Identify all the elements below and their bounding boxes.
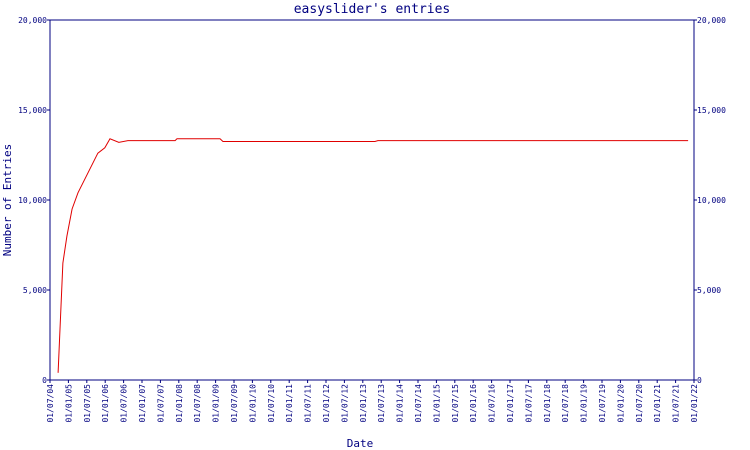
y2-tick-label: 15,000 <box>697 106 726 115</box>
x-tick-label: 01/01/15 <box>432 384 441 423</box>
x-tick-label: 01/07/15 <box>451 384 460 423</box>
x-tick-label: 01/01/06 <box>101 384 110 423</box>
y2-tick-label: 0 <box>697 376 702 385</box>
x-tick-label: 01/01/13 <box>359 384 368 423</box>
x-tick-label: 01/01/12 <box>322 384 331 423</box>
x-tick-label: 01/07/11 <box>304 384 313 423</box>
x-tick-label: 01/01/21 <box>653 384 662 423</box>
x-tick-label: 01/07/21 <box>672 384 681 423</box>
x-tick-label: 01/01/14 <box>396 384 405 423</box>
y-tick-label: 20,000 <box>18 16 47 25</box>
x-tick-label: 01/07/09 <box>230 384 239 423</box>
x-axis-label: Date <box>347 437 374 450</box>
y2-tick-label: 10,000 <box>697 196 726 205</box>
y-tick-label: 0 <box>42 376 47 385</box>
x-tick-label: 01/07/14 <box>414 384 423 423</box>
x-tick-label: 01/07/17 <box>524 384 533 423</box>
x-tick-label: 01/01/09 <box>212 384 221 423</box>
x-tick-label: 01/01/16 <box>469 384 478 423</box>
x-tick-label: 01/07/12 <box>340 384 349 423</box>
x-tick-label: 01/01/11 <box>285 384 294 423</box>
x-tick-label: 01/01/08 <box>175 384 184 423</box>
y-tick-label: 15,000 <box>18 106 47 115</box>
y-tick-label: 10,000 <box>18 196 47 205</box>
data-line <box>57 138 689 373</box>
x-tick-label: 01/01/17 <box>506 384 515 423</box>
y2-tick-label: 5,000 <box>697 286 721 295</box>
x-tick-label: 01/01/22 <box>690 384 699 423</box>
plot-frame <box>49 19 695 381</box>
x-tick-label: 01/07/07 <box>156 384 165 423</box>
x-tick-label: 01/07/06 <box>120 384 129 423</box>
x-tick-label: 01/07/13 <box>377 384 386 423</box>
x-tick-label: 01/07/20 <box>635 384 644 423</box>
chart-title: easyslider's entries <box>294 2 451 17</box>
x-tick-label: 01/01/18 <box>543 384 552 423</box>
y-axis-label: Number of Entries <box>1 144 14 257</box>
x-tick-label: 01/01/05 <box>64 384 73 423</box>
x-tick-label: 01/01/20 <box>616 384 625 423</box>
y2-tick-label: 20,000 <box>697 16 726 25</box>
x-tick-label: 01/07/16 <box>488 384 497 423</box>
x-tick-label: 01/01/19 <box>580 384 589 423</box>
x-tick-label: 01/07/19 <box>598 384 607 423</box>
x-tick-label: 01/07/04 <box>46 384 55 423</box>
x-tick-label: 01/07/10 <box>267 384 276 423</box>
x-tick-label: 01/01/10 <box>248 384 257 423</box>
x-tick-label: 01/07/18 <box>561 384 570 423</box>
x-tick-label: 01/01/07 <box>138 384 147 423</box>
y-tick-label: 5,000 <box>23 286 47 295</box>
x-tick-label: 01/07/08 <box>193 384 202 423</box>
x-tick-label: 01/07/05 <box>83 384 92 423</box>
